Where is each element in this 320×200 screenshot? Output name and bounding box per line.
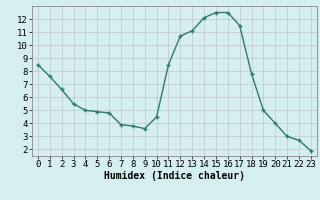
- X-axis label: Humidex (Indice chaleur): Humidex (Indice chaleur): [104, 171, 245, 181]
